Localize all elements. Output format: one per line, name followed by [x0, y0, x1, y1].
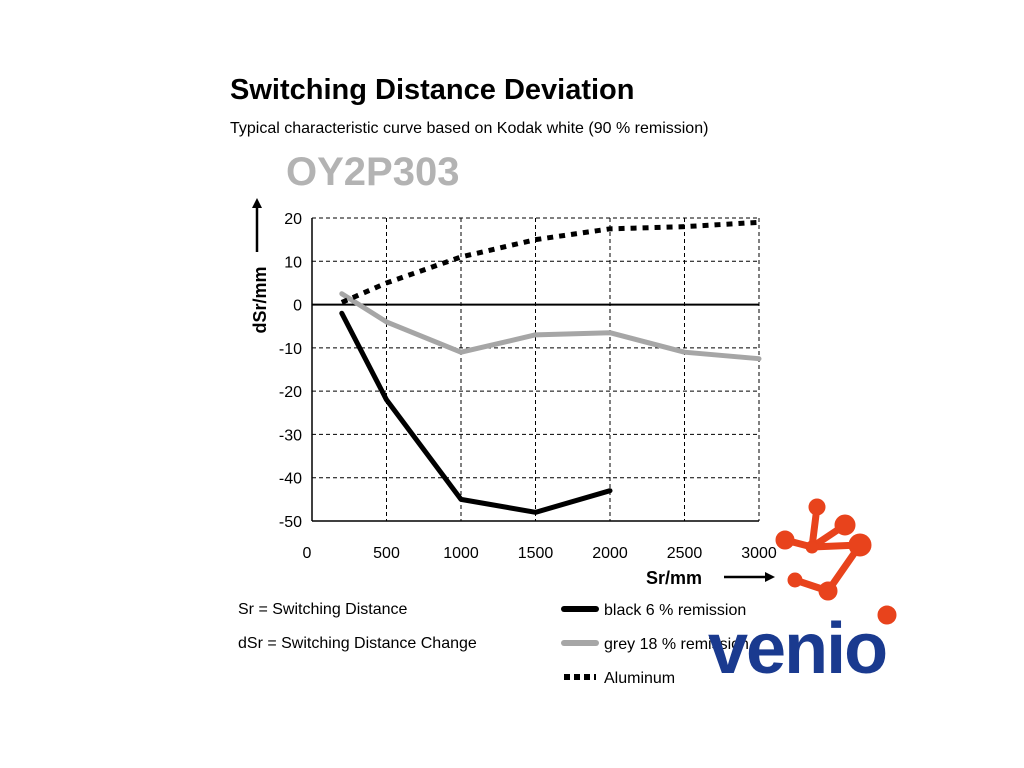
- legend-label-black: black 6 % remission: [604, 602, 746, 619]
- y-tick-label: -40: [279, 471, 302, 488]
- y-tick-label: -20: [279, 384, 302, 401]
- x-axis-label: Sr/mm: [646, 568, 702, 588]
- legend: black 6 % remission grey 18 % remission …: [561, 602, 749, 687]
- y-tick-label: 10: [284, 254, 302, 271]
- y-axis-label: dSr/mm: [250, 266, 270, 333]
- chart-tick-labels: -50 -40 -30 -20 -10 0 10 20 0 500 1000 1500 2000 2500…: [279, 211, 777, 562]
- x-tick-label: 1500: [518, 545, 554, 562]
- y-tick-label: 20: [284, 211, 302, 228]
- logo-mark: [775, 498, 897, 625]
- chart-title: Switching Distance Deviation: [230, 74, 635, 106]
- y-tick-label: -50: [279, 514, 302, 531]
- definition-dsr: dSr = Switching Distance Change: [238, 635, 477, 652]
- venio-logo: venio: [708, 498, 897, 685]
- y-tick-label: 0: [293, 298, 302, 315]
- x-tick-label: 500: [373, 545, 400, 562]
- legend-label-grey: grey 18 % remission: [604, 636, 749, 653]
- y-tick-label: -30: [279, 427, 302, 444]
- logo-wordmark: venio: [708, 609, 886, 685]
- x-tick-label: 3000: [741, 545, 777, 562]
- y-tick-label: -10: [279, 341, 302, 358]
- chart-axes: [311, 218, 759, 522]
- series-line-1: [339, 291, 762, 362]
- chart-series: [339, 219, 762, 515]
- x-tick-label: 1000: [443, 545, 479, 562]
- definition-sr: Sr = Switching Distance: [238, 601, 408, 618]
- legend-label-aluminum: Aluminum: [604, 670, 675, 687]
- series-line-0: [339, 310, 613, 515]
- chart-subtitle: Typical characteristic curve based on Ko…: [230, 120, 709, 137]
- series-line-2: [340, 219, 760, 305]
- x-tick-label: 2500: [667, 545, 703, 562]
- x-tick-label: 2000: [592, 545, 628, 562]
- chart-grid: [312, 217, 760, 522]
- model-label: OY2P303: [286, 150, 460, 194]
- x-tick-label: 0: [303, 545, 312, 562]
